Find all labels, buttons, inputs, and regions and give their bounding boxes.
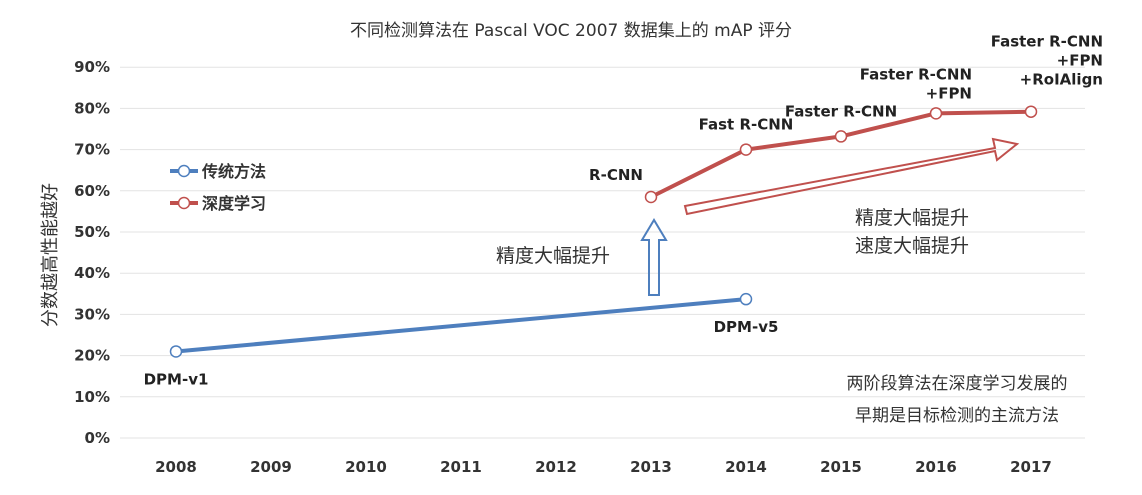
y-tick-label: 90% (74, 58, 110, 76)
data-point (1024, 105, 1038, 118)
point-label: +FPN (926, 84, 972, 102)
point-label: +RoIAlign (1020, 71, 1103, 89)
note-text: 早期是目标检测的主流方法 (855, 406, 1059, 426)
up-arrow (640, 218, 668, 296)
annotations: 精度大幅提升精度大幅提升速度大幅提升两阶段算法在深度学习发展的早期是目标检测的主… (496, 137, 1068, 426)
y-tick-label: 80% (74, 99, 110, 117)
x-tick-label: 2009 (250, 458, 292, 476)
x-tick-label: 2008 (155, 458, 197, 476)
x-tick-labels: 2008 2009 2010 2011 2012 2013 2014 2015 2016 2017 (155, 458, 1052, 476)
point-label: DPM-v1 (144, 370, 209, 388)
x-tick-label: 2012 (535, 458, 577, 476)
x-tick-label: 2014 (725, 458, 767, 476)
point-label: Faster R-CNN (785, 102, 897, 120)
legend-swatch-marker (177, 164, 191, 178)
data-point (739, 292, 753, 306)
diagonal-arrow-label: 速度大幅提升 (855, 235, 969, 257)
data-point (929, 107, 943, 120)
data-point (739, 143, 753, 156)
point-label: +FPN (1057, 52, 1103, 70)
legend-label: 深度学习 (202, 194, 266, 213)
up-arrow-label: 精度大幅提升 (496, 245, 610, 267)
grid-lines (120, 66, 1085, 439)
x-tick-label: 2016 (915, 458, 957, 476)
point-label: Faster R-CNN (991, 33, 1103, 51)
point-label: Faster R-CNN (860, 65, 972, 83)
x-tick-label: 2013 (630, 458, 672, 476)
y-tick-label: 40% (74, 264, 110, 282)
series-line (175, 297, 747, 354)
x-tick-label: 2010 (345, 458, 387, 476)
y-tick-label: 20% (74, 347, 110, 365)
series-lines (169, 105, 1038, 358)
y-tick-label: 30% (74, 305, 110, 323)
diagonal-arrow (683, 137, 1020, 216)
data-point (644, 190, 658, 204)
point-label: Fast R-CNN (699, 116, 794, 134)
x-tick-label: 2011 (440, 458, 482, 476)
y-tick-label: 60% (74, 182, 110, 200)
legend-label: 传统方法 (201, 162, 266, 181)
y-tick-label: 10% (74, 388, 110, 406)
x-tick-label: 2015 (820, 458, 862, 476)
chart-title: 不同检测算法在 Pascal VOC 2007 数据集上的 mAP 评分 (350, 21, 792, 41)
y-tick-label: 50% (74, 223, 110, 241)
note-text: 两阶段算法在深度学习发展的 (847, 374, 1068, 394)
y-axis-label: 分数越高性能越好 (40, 183, 61, 327)
legend-swatch-marker (177, 196, 191, 210)
y-tick-labels: 0% 10% 20% 30% 40% 50% 60% 70% 80% 90% (74, 58, 110, 447)
point-label: DPM-v5 (714, 318, 779, 336)
data-point (834, 130, 848, 143)
y-tick-label: 70% (74, 141, 110, 159)
point-label: R-CNN (589, 166, 643, 184)
diagonal-arrow-label: 精度大幅提升 (855, 207, 969, 229)
y-tick-label: 0% (85, 429, 110, 447)
data-point (169, 345, 183, 358)
x-tick-label: 2017 (1010, 458, 1052, 476)
